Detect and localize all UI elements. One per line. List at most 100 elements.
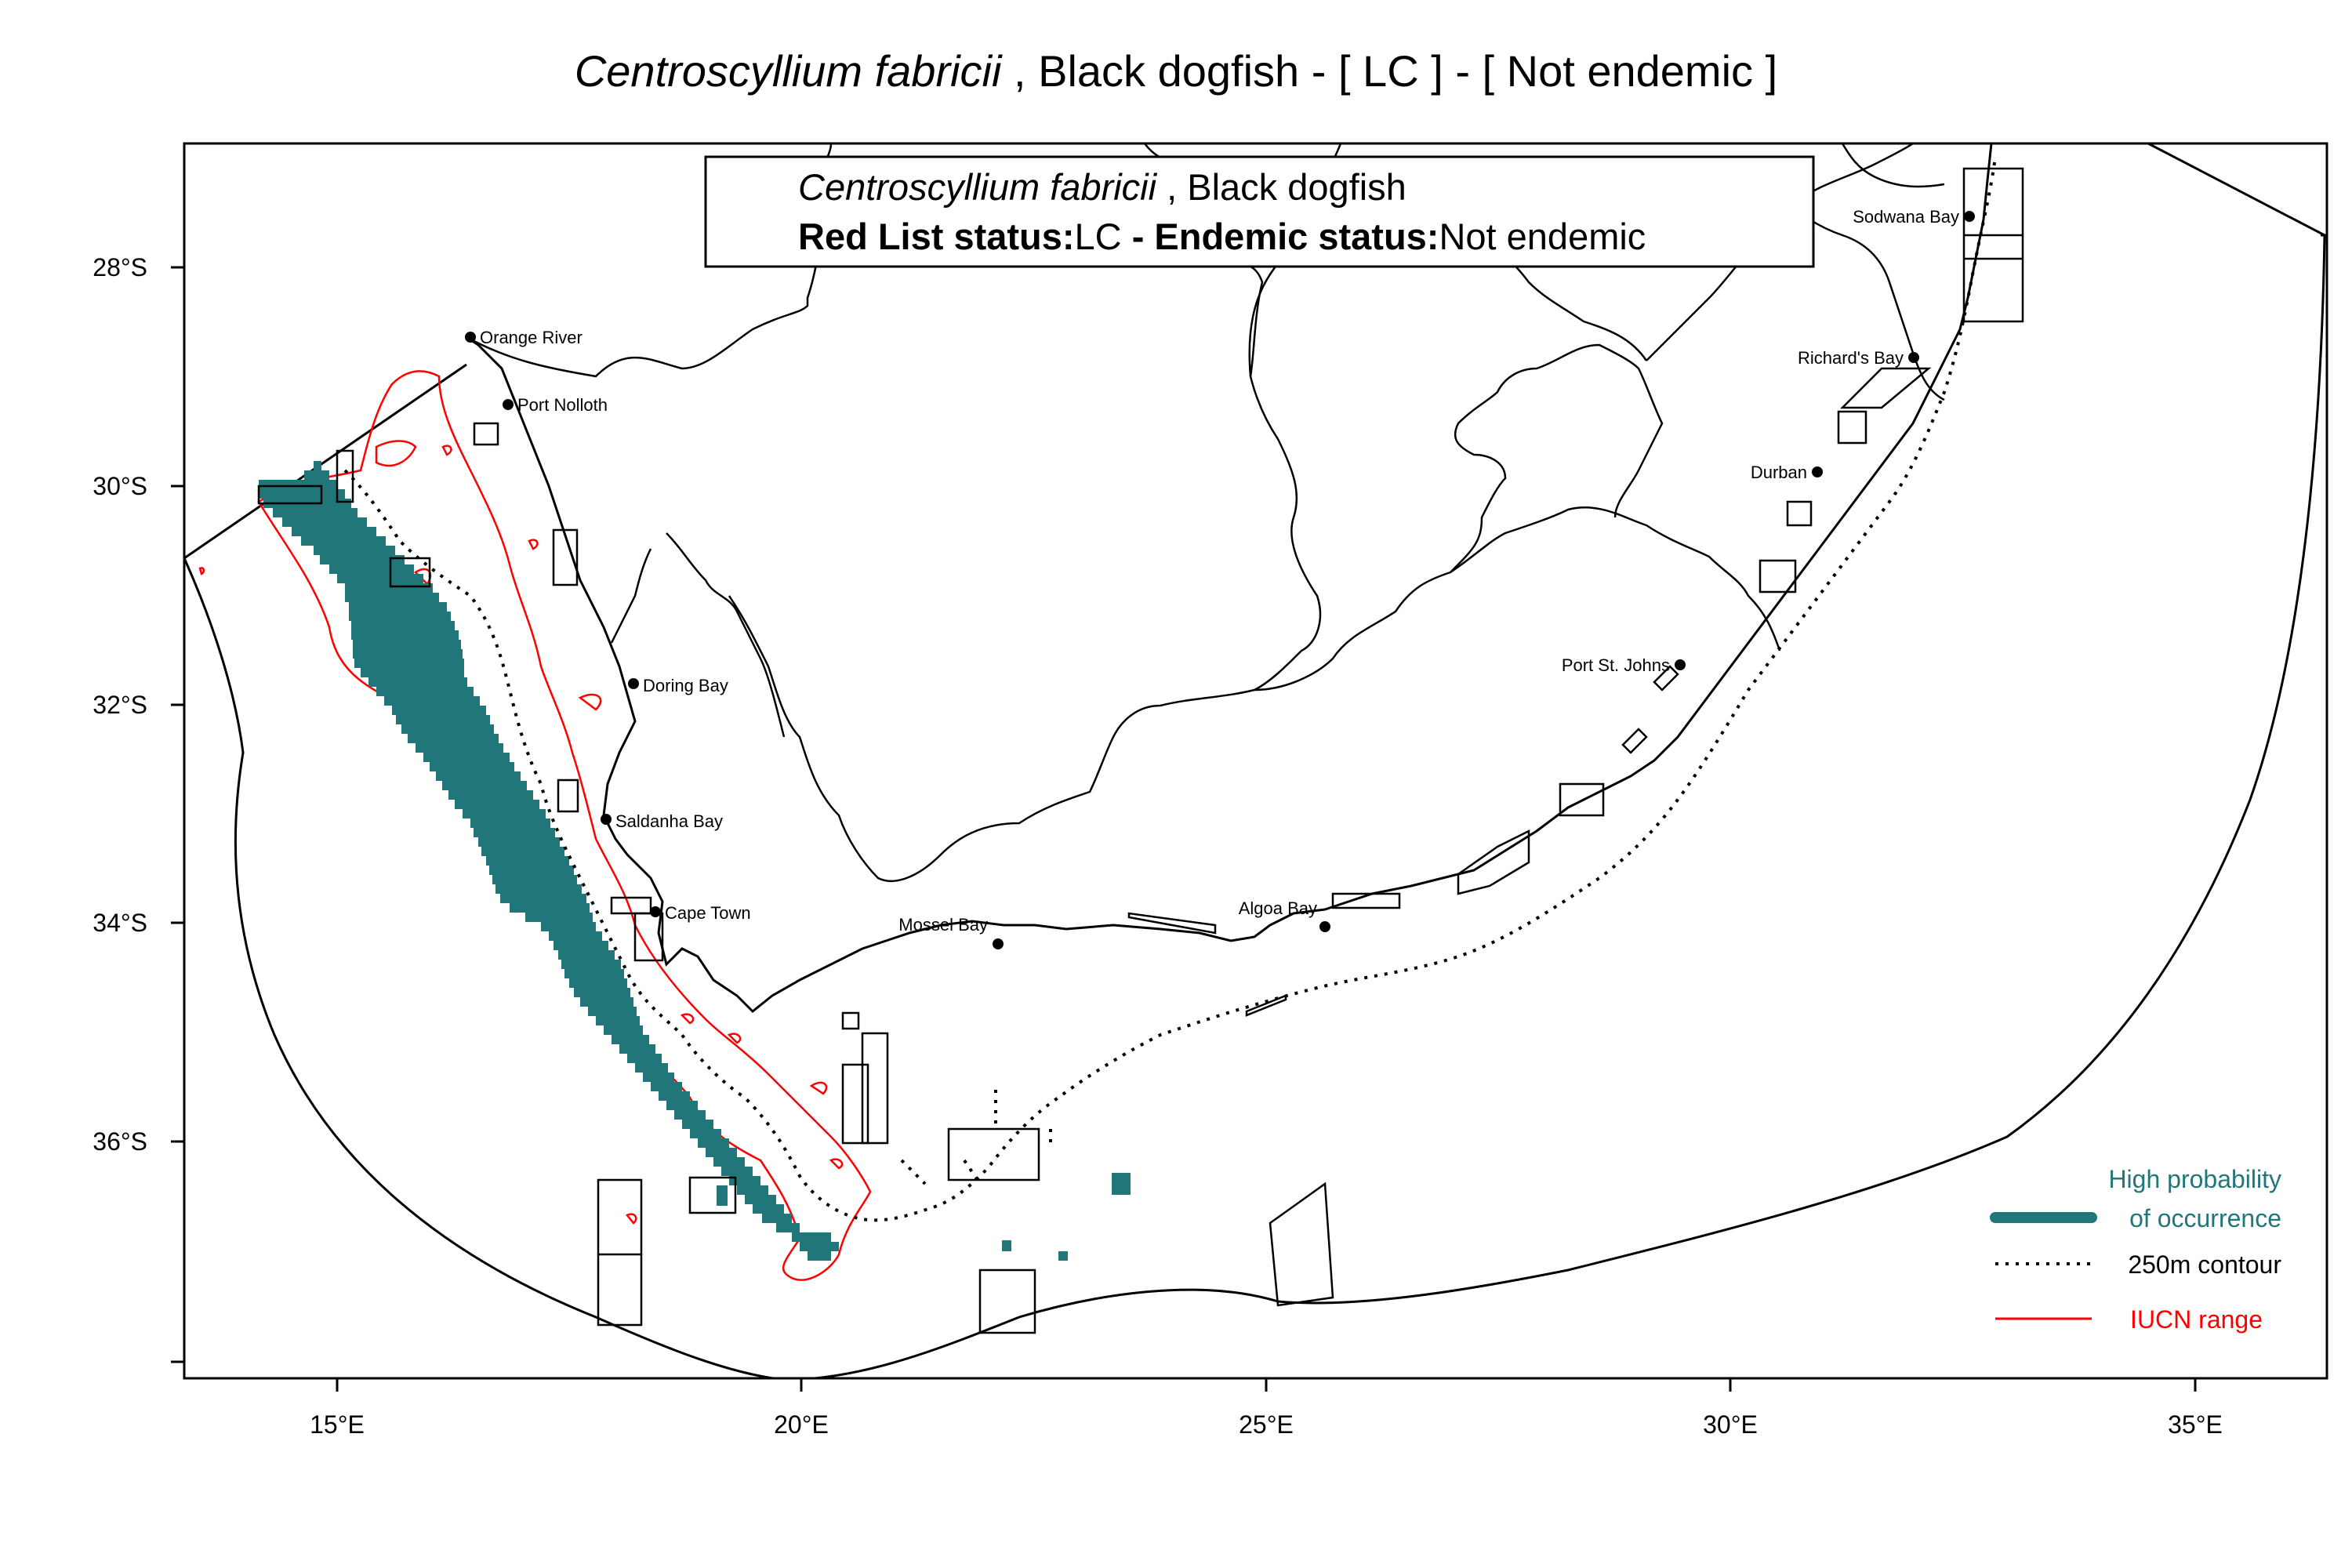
axes: 15°E 20°E 25°E 30°E 35°E 28°S 30°S 32°S 34°S 36°S [93, 253, 2223, 1439]
occurrence-cell [345, 593, 439, 602]
legend-high-prob-2: of occurrence [2129, 1204, 2281, 1232]
place-dot [503, 399, 514, 410]
legend-iucn-label: IUCN range [2130, 1305, 2263, 1334]
place-markers: Orange River Port Nolloth Doring Bay Saldan… [465, 207, 1975, 949]
x-tick-label: 15°E [310, 1410, 365, 1439]
x-tick-label: 35°E [2168, 1410, 2223, 1439]
occurrence-cell [320, 555, 405, 564]
occurrence-cell [580, 997, 633, 1007]
occurrence-cell [643, 1073, 674, 1082]
occurrence-cell [259, 480, 337, 489]
occurrence-cell [474, 828, 555, 837]
occurrence-cell [561, 960, 621, 969]
info-endemic-label: - Endemic status: [1122, 216, 1439, 257]
occurrence-cell [376, 687, 474, 696]
occurrence-cell [549, 931, 602, 941]
place-dot [993, 938, 1004, 949]
info-common: , Black dogfish [1156, 166, 1406, 208]
occurrence-cell [674, 1110, 706, 1120]
occurrence-cell [604, 1025, 643, 1035]
occurrence-cell [510, 903, 590, 913]
occurrence-cell [690, 1129, 721, 1138]
y-tick-label: 32°S [93, 691, 147, 719]
occurrence-cell [349, 602, 447, 612]
occurrence-cell [569, 978, 627, 988]
occurrence-cell [753, 1204, 784, 1214]
occurrence-cell [1002, 1240, 1011, 1251]
place-label: Richard's Bay [1798, 348, 1904, 368]
occurrence-cell [259, 489, 345, 499]
occurrence-cell [627, 1054, 662, 1063]
occurrence-cell [353, 640, 461, 649]
occurrence-cell [659, 1091, 690, 1101]
place-dot [1908, 352, 1919, 363]
y-tick-label: 36°S [93, 1127, 147, 1156]
occurrence-cell [721, 1167, 753, 1176]
place-label: Port St. Johns [1562, 655, 1670, 675]
map-title: Centroscyllium fabricii , Black dogfish … [0, 45, 2352, 96]
place-dot [465, 332, 476, 343]
occurrence-cell [489, 866, 574, 875]
place-label: Durban [1751, 463, 1807, 482]
occurrence-cell [401, 724, 494, 734]
occurrence-cell [574, 988, 630, 997]
occurrence-cell [745, 1195, 776, 1204]
legend-high-prob-1: High probability [2108, 1165, 2281, 1193]
place-label: Algoa Bay [1239, 898, 1317, 918]
occurrence-cell [651, 1082, 682, 1091]
occurrence-cell [558, 950, 615, 960]
place-dot [601, 814, 612, 825]
x-tick-label: 30°E [1703, 1410, 1758, 1439]
occurrence-cell [792, 1232, 831, 1242]
occurrence-cell [808, 1251, 831, 1261]
legend: High probability of occurrence 250m cont… [1990, 1165, 2281, 1334]
occurrence-cell [541, 922, 596, 931]
title-species: Centroscyllium fabricii [574, 46, 1002, 96]
y-tick-label: 30°S [93, 472, 147, 500]
occurrence-cell [455, 800, 539, 809]
occurrence-cell [495, 884, 582, 894]
occurrence-cell [353, 649, 463, 659]
occurrence-cell [666, 1101, 698, 1110]
occurrence-cell [351, 630, 459, 640]
occurrence-cell [717, 1185, 728, 1206]
occurrence-cell [729, 1176, 760, 1185]
legend-contour-label: 250m contour [2128, 1250, 2281, 1279]
occurrence-cell [396, 715, 490, 724]
occurrence-cell [613, 1035, 622, 1044]
occurrence-cell [478, 837, 560, 847]
place-label: Saldanha Bay [615, 811, 723, 831]
y-tick-label: 28°S [93, 253, 147, 281]
occurrence-cell [416, 743, 503, 753]
occurrence-cell [301, 536, 386, 546]
occurrence-cell [282, 517, 367, 527]
info-redlist-label: Red List status: [798, 216, 1075, 257]
info-endemic-value: Not endemic [1439, 216, 1646, 257]
occurrence-cell [442, 781, 527, 790]
occurrence-cell [500, 894, 586, 903]
place-dot [628, 678, 639, 689]
occurrence-cell [564, 969, 624, 978]
occurrence-cell [596, 1016, 640, 1025]
place-label: Orange River [480, 328, 583, 347]
occurrence-cell [384, 696, 480, 706]
place-dot [1812, 466, 1823, 477]
occurrence-cell [345, 583, 433, 593]
occurrence-cell [776, 1223, 800, 1232]
place-dot [650, 906, 661, 917]
coastline [466, 143, 1993, 1014]
occurrence-cell [423, 753, 510, 762]
occurrence-cell [737, 1185, 768, 1195]
occurrence-cell [368, 677, 467, 687]
occurrence-cell [619, 1044, 655, 1054]
occurrence-cell [436, 771, 521, 781]
place-dot [1675, 659, 1686, 670]
place-dot [1964, 211, 1975, 222]
title-rest: , Black dogfish - [ LC ] - [ Not endemic… [1001, 46, 1778, 96]
occurrence-cell [481, 847, 564, 856]
occurrence-cell [800, 1242, 839, 1251]
x-tick-label: 25°E [1239, 1410, 1294, 1439]
occurrence-layer [259, 461, 1131, 1261]
info-box: Centroscyllium fabricii , Black dogfish … [704, 155, 1815, 268]
occurrence-cell [314, 461, 321, 470]
